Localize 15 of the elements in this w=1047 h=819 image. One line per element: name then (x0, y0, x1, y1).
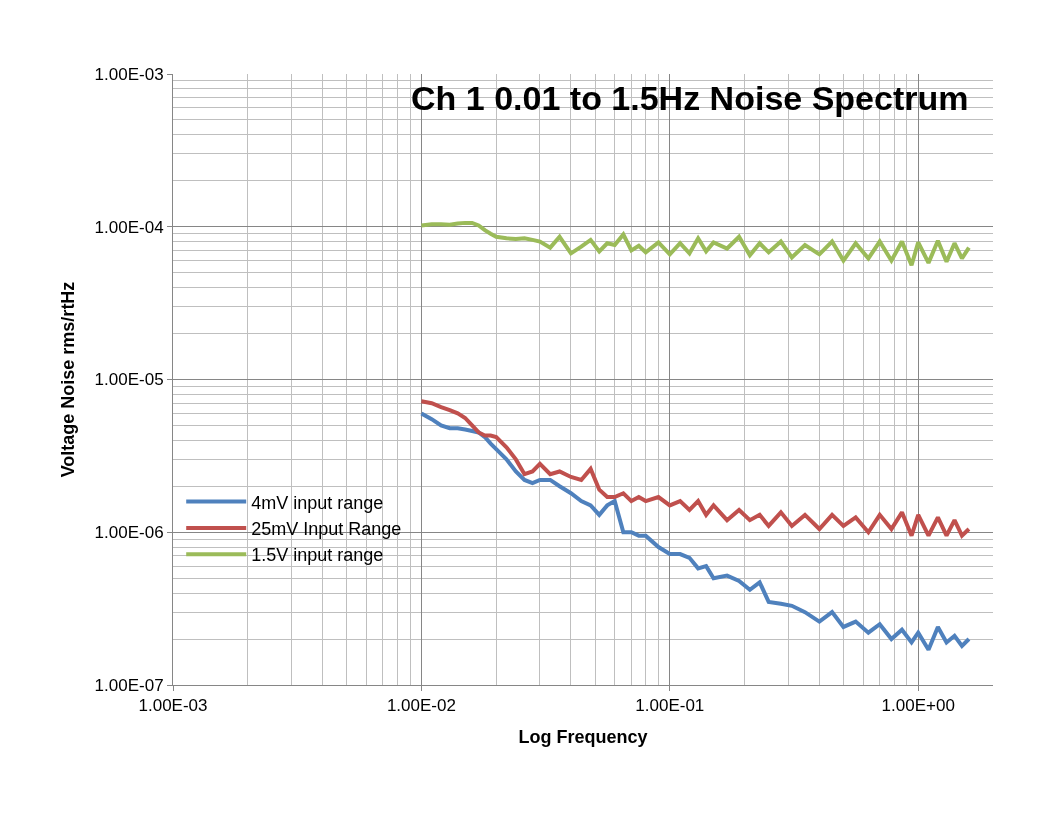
chart-title: Ch 1 0.01 to 1.5Hz Noise Spectrum (411, 78, 969, 117)
x-tick-label: 1.00E-01 (635, 696, 705, 716)
y-tick-label: 1.00E-04 (94, 217, 164, 237)
y-tick-label: 1.00E-03 (94, 64, 164, 84)
x-axis-title: Log Frequency (518, 726, 648, 747)
legend-label: 1.5V input range (251, 545, 384, 566)
x-tick-label: 1.00E-03 (138, 696, 208, 716)
y-tick-label: 1.00E-07 (94, 675, 164, 695)
x-tick-label: 1.00E+00 (881, 696, 955, 716)
legend-label: 4mV input range (251, 492, 384, 513)
y-tick-label: 1.00E-06 (94, 523, 164, 543)
legend-label: 25mV Input Range (251, 518, 402, 539)
y-tick-label: 1.00E-05 (94, 370, 164, 390)
x-tick-label: 1.00E-02 (386, 696, 456, 716)
y-axis-title: Voltage Noise rms/rtHz (57, 281, 78, 478)
